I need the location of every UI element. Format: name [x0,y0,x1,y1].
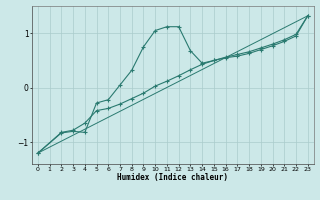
X-axis label: Humidex (Indice chaleur): Humidex (Indice chaleur) [117,173,228,182]
